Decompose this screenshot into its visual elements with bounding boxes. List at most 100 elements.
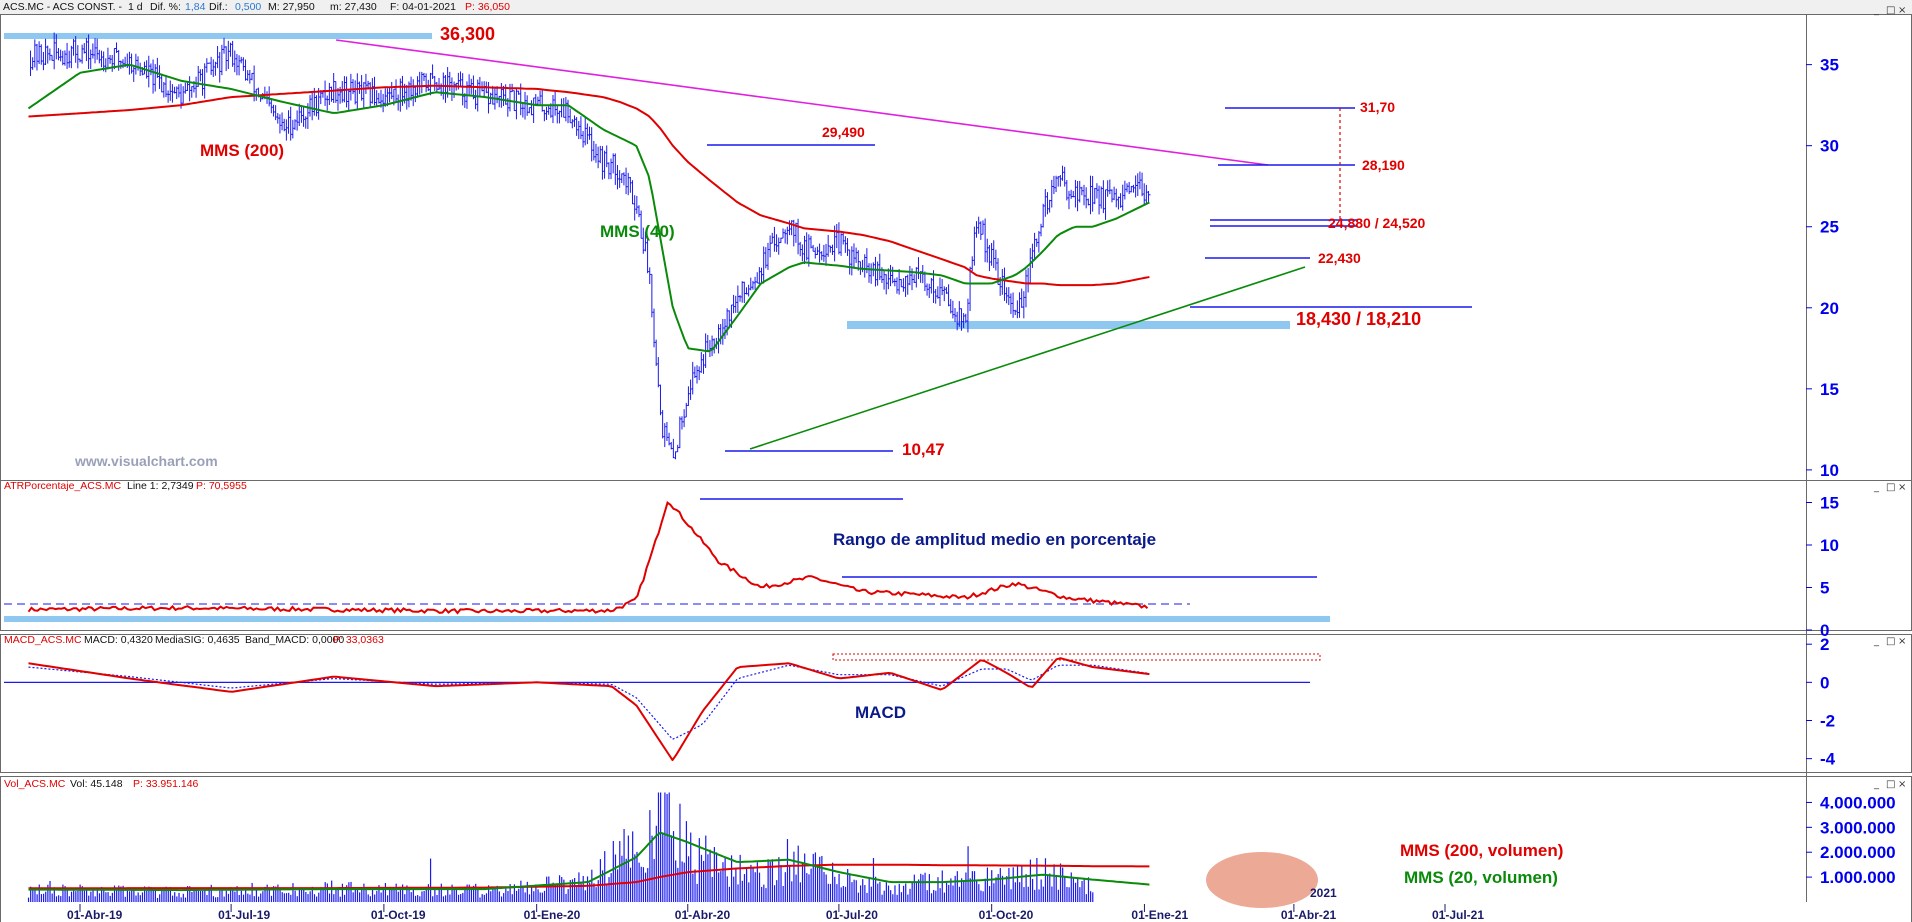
price-panel <box>4 32 1472 460</box>
price-tick-label: 30 <box>1820 137 1839 156</box>
series-macd <box>28 657 1150 762</box>
macd-resistance-zone <box>832 653 1321 661</box>
atr-line-value: Line 1: 2,7349 <box>127 480 194 492</box>
series-macd-signal <box>28 664 1150 740</box>
header-dif-label: Dif.: <box>209 1 228 13</box>
vol-price: P: 33.951.146 <box>133 778 199 790</box>
x-tick-label: 01-Ene-20 <box>524 908 581 922</box>
x-tick-label: 01-Jul-19 <box>218 908 270 922</box>
x-tick-label: 01-Abr-19 <box>67 908 123 922</box>
atr-price: P: 70,5955 <box>196 480 247 492</box>
window-button-1: □ <box>1886 5 1895 16</box>
level-1047-label: 10,47 <box>902 440 945 459</box>
atr-note: Rango de amplitud medio en porcentaje <box>833 530 1156 549</box>
vol-sma200-note: MMS (200, volumen) <box>1400 841 1563 860</box>
atr-tick-label: 15 <box>1820 494 1839 513</box>
vol-tick-label: 4.000.000 <box>1820 793 1896 812</box>
macd-price: P: 33,0363 <box>333 634 384 646</box>
macd-tick-label: -4 <box>1820 750 1836 769</box>
macd-title: MACD_ACS.MC <box>4 634 82 646</box>
series-sma40 <box>27 63 1150 353</box>
x-tick-label: 01-Abr-20 <box>675 908 731 922</box>
x-tick-label: 01-Jul-20 <box>826 908 878 922</box>
x-tick-label: 01-Jul-21 <box>1432 908 1484 922</box>
header-timeframe: 1 d <box>128 1 143 13</box>
volume-highlight <box>1206 852 1318 908</box>
vol-year-label: 2021 <box>1310 886 1337 900</box>
level-24880-label: 24,880 / 24,520 <box>1328 215 1426 231</box>
axes: 101520253035051015-4-2021.000.0002.000.0… <box>67 56 1896 922</box>
volume-panel <box>27 792 1318 908</box>
macd-band-value: Band_MACD: 0,0000 <box>245 634 344 646</box>
header-min: m: 27,430 <box>330 1 377 13</box>
level-28190-label: 28,190 <box>1362 157 1405 173</box>
window-button-1: □ <box>1886 636 1895 647</box>
atr-panel <box>4 498 1330 622</box>
window-button-2: × <box>1898 5 1906 16</box>
vol-tick-label: 3.000.000 <box>1820 818 1896 837</box>
header-date: F: 04-01-2021 <box>390 1 456 13</box>
resistance-band-36300 <box>4 33 432 39</box>
header-symbol: ACS.MC - ACS CONST. - <box>3 1 123 13</box>
window-button-2: × <box>1898 482 1906 493</box>
price-tick-label: 10 <box>1820 461 1839 480</box>
vol-title: Vol_ACS.MC <box>4 778 66 790</box>
atr-tick-label: 5 <box>1820 579 1829 598</box>
x-tick-label: 01-Ene-21 <box>1131 908 1188 922</box>
header-bar: ACS.MC - ACS CONST. - 1 d Dif. %: 1,84 D… <box>0 0 1912 15</box>
series-vol-sma20 <box>28 831 1150 892</box>
header-dif: 0,500 <box>235 1 262 13</box>
header-price: P: 36,050 <box>465 1 510 13</box>
window-button-0: _ <box>1873 482 1880 493</box>
window-button-0: _ <box>1873 779 1880 790</box>
window-button-1: □ <box>1886 482 1895 493</box>
series-vol-sma200 <box>28 863 1150 890</box>
sma200-annotation: MMS (200) <box>200 141 284 160</box>
panel-frame <box>0 480 1912 631</box>
series-atr <box>27 501 1149 615</box>
uptrend-line <box>749 266 1306 450</box>
support-band-18430 <box>847 321 1290 329</box>
header-max: M: 27,950 <box>268 1 315 13</box>
watermark: www.visualchart.com <box>74 453 218 469</box>
price-tick-label: 25 <box>1820 218 1839 237</box>
vol-sma20-note: MMS (20, volumen) <box>1404 868 1558 887</box>
level-36300-label: 36,300 <box>440 24 495 44</box>
macd-panel <box>4 653 1321 762</box>
header-dif-pct-label: Dif. %: <box>150 1 181 13</box>
panel-frame <box>0 14 1912 481</box>
atr-title: ATRPorcentaje_ACS.MC <box>4 480 122 492</box>
atr-base-band <box>4 616 1330 622</box>
price-tick-label: 35 <box>1820 56 1839 75</box>
panel-frame <box>0 634 1912 773</box>
window-button-2: × <box>1898 636 1906 647</box>
series-sma200 <box>28 84 1150 287</box>
vol-value: Vol: 45.148 <box>70 778 123 790</box>
x-tick-label: 01-Oct-20 <box>979 908 1034 922</box>
level-3170-label: 31,70 <box>1360 99 1395 115</box>
macd-signal-value: MediaSIG: 0,4635 <box>155 634 240 646</box>
window-button-0: _ <box>1873 5 1880 16</box>
macd-tick-label: -2 <box>1820 711 1835 730</box>
level-29490-label: 29,490 <box>822 124 865 140</box>
downtrend-line <box>336 39 1269 166</box>
atr-tick-label: 10 <box>1820 536 1839 555</box>
level-22430-label: 22,430 <box>1318 250 1361 266</box>
atr-tick-label: 0 <box>1820 621 1829 640</box>
macd-value: MACD: 0,4320 <box>84 634 153 646</box>
macd-tick-label: 2 <box>1820 635 1829 654</box>
x-tick-label: 01-Abr-21 <box>1281 908 1337 922</box>
macd-note: MACD <box>855 703 906 722</box>
macd-tick-label: 0 <box>1820 673 1829 692</box>
vol-tick-label: 2.000.000 <box>1820 843 1896 862</box>
window-button-1: □ <box>1886 779 1895 790</box>
price-tick-label: 20 <box>1820 299 1839 318</box>
panel-frames: _ □ ×_ □ ×_ □ ×_ □ × <box>0 5 1912 922</box>
header-dif-pct: 1,84 <box>185 1 206 13</box>
x-tick-label: 01-Oct-19 <box>371 908 426 922</box>
window-button-0: _ <box>1873 636 1880 647</box>
panel-frame <box>0 776 1912 922</box>
sma40-annotation: MMS (40) <box>600 222 675 241</box>
vol-tick-label: 1.000.000 <box>1820 868 1896 887</box>
